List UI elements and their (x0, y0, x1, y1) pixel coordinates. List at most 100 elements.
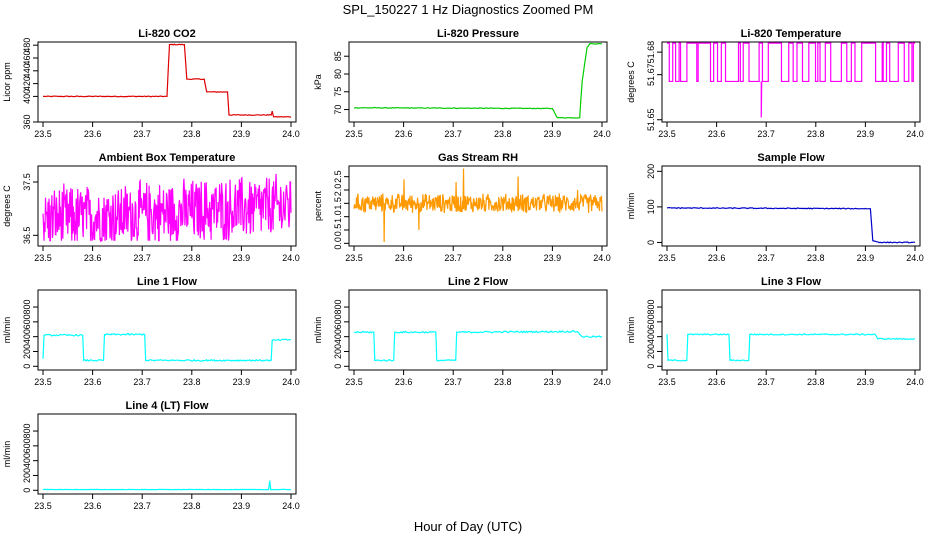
y-tick-label: 0 (333, 364, 343, 369)
y-tick-label: 1.5 (333, 197, 343, 210)
x-tick-label: 23.6 (708, 253, 726, 263)
series-line (42, 333, 292, 362)
x-tick-label: 23.9 (857, 253, 875, 263)
x-tick-label: 23.8 (807, 253, 825, 263)
x-tick-label: 23.5 (34, 377, 52, 387)
series-line (42, 43, 292, 118)
y-axis-label: percent (313, 190, 323, 221)
plot-frame (661, 165, 921, 247)
y-tick-label: 800 (22, 424, 32, 439)
y-tick-label: 400 (22, 453, 32, 468)
chart-title: Line 2 Flow (448, 276, 508, 288)
x-tick-label: 24.0 (282, 253, 300, 263)
y-tick-label: 37.5 (22, 173, 32, 191)
y-tick-label: 70 (333, 105, 343, 115)
plot-frame (348, 41, 608, 123)
series-line (353, 330, 603, 362)
y-tick-label: 36.5 (22, 227, 32, 245)
y-tick-label: 0 (646, 364, 656, 369)
series-line (42, 173, 292, 243)
chart-panel: Li-820 CO2 Licor ppm 23.5 23.6 23.7 23.8 23.9 2… (2, 28, 300, 139)
y-tick-label: 440 (22, 63, 32, 78)
y-axis-label: ml/min (626, 317, 636, 344)
x-tick-label: 23.9 (544, 253, 562, 263)
y-tick-label: 420 (22, 76, 32, 91)
x-tick-label: 23.8 (494, 129, 512, 139)
y-tick-label: 200 (333, 344, 343, 359)
x-tick-label: 23.7 (133, 501, 151, 511)
plot-frame (37, 165, 297, 247)
chart-panel: Li-820 Pressure kPa 23.5 23.6 23.7 23.8 23.9 24… (313, 28, 611, 139)
series-line (353, 168, 603, 243)
x-tick-label: 23.5 (658, 377, 676, 387)
x-tick-label: 23.5 (34, 501, 52, 511)
x-tick-label: 23.6 (395, 253, 413, 263)
series-line (666, 206, 916, 244)
x-tick-label: 23.6 (395, 129, 413, 139)
chart-panel: Ambient Box Temperature degrees C 23.5 23.6… (2, 152, 300, 263)
y-tick-label: 360 (22, 114, 32, 129)
x-tick-label: 23.8 (183, 253, 201, 263)
y-tick-label: 460 (22, 50, 32, 65)
y-axis-label: degrees C (626, 61, 636, 103)
y-tick-label: 200 (646, 164, 656, 179)
chart-panel: Li-820 Temperature degrees C 23.5 23.6 23.7 2… (626, 28, 924, 139)
x-tick-label: 23.5 (658, 253, 676, 263)
x-tick-label: 23.9 (544, 377, 562, 387)
chart-title: Ambient Box Temperature (99, 152, 236, 164)
x-tick-label: 23.9 (233, 129, 251, 139)
panels-group: Li-820 CO2 Licor ppm 23.5 23.6 23.7 23.8 23.9 2… (2, 28, 924, 511)
x-tick-label: 23.7 (133, 377, 151, 387)
x-tick-label: 23.5 (345, 253, 363, 263)
chart-title: Gas Stream RH (438, 152, 518, 164)
x-tick-label: 23.8 (494, 377, 512, 387)
x-tick-label: 23.5 (34, 253, 52, 263)
x-tick-label: 23.6 (84, 377, 102, 387)
y-tick-label: 800 (333, 300, 343, 315)
x-tick-label: 23.5 (345, 377, 363, 387)
y-axis-label: kPa (313, 74, 323, 90)
chart-title: Line 1 Flow (137, 276, 197, 288)
y-tick-label: 200 (22, 344, 32, 359)
y-axis-label: degrees C (2, 185, 12, 227)
x-tick-label: 23.8 (494, 253, 512, 263)
x-tick-label: 24.0 (282, 129, 300, 139)
y-tick-label: 600 (333, 314, 343, 329)
x-tick-label: 23.7 (757, 253, 775, 263)
y-tick-label: 600 (646, 314, 656, 329)
y-tick-label: 600 (22, 438, 32, 453)
x-tick-label: 23.9 (233, 253, 251, 263)
chart-panel: Sample Flow ml/min 23.5 23.6 23.7 23.8 23.9 24.… (626, 152, 924, 263)
x-tick-label: 23.6 (84, 129, 102, 139)
x-tick-label: 24.0 (282, 501, 300, 511)
y-tick-label: 75 (333, 87, 343, 97)
x-tick-label: 23.6 (395, 377, 413, 387)
y-tick-label: 0.5 (333, 224, 343, 237)
series-line (42, 480, 291, 491)
y-tick-label: 0 (22, 488, 32, 493)
figure-title: SPL_150227 1 Hz Diagnostics Zoomed PM (343, 2, 594, 17)
chart-panel: Line 3 Flow ml/min 23.5 23.6 23.7 23.8 23.9 24.… (626, 276, 924, 387)
plot-frame (661, 41, 921, 123)
figure-xlabel: Hour of Day (UTC) (414, 519, 522, 534)
y-tick-label: 0.0 (333, 237, 343, 250)
series-line (667, 42, 915, 118)
x-tick-label: 23.7 (133, 129, 151, 139)
x-tick-label: 24.0 (906, 377, 924, 387)
y-tick-label: 600 (22, 314, 32, 329)
plot-frame (37, 413, 297, 495)
chart-title: Line 4 (LT) Flow (126, 400, 209, 412)
chart-panel: Line 4 (LT) Flow ml/min 23.5 23.6 23.7 23.8 23… (2, 400, 300, 511)
x-tick-label: 23.8 (183, 501, 201, 511)
y-tick-label: 100 (646, 199, 656, 214)
x-tick-label: 23.5 (658, 129, 676, 139)
chart-panel: Line 2 Flow ml/min 23.5 23.6 23.7 23.8 23.9 24.… (313, 276, 611, 387)
plot-frame (348, 165, 608, 247)
y-tick-label: 200 (22, 468, 32, 483)
y-tick-label: 200 (646, 344, 656, 359)
x-tick-label: 24.0 (906, 129, 924, 139)
y-tick-label: 2.0 (333, 184, 343, 197)
x-tick-label: 23.6 (84, 501, 102, 511)
chart-title: Line 3 Flow (761, 276, 821, 288)
